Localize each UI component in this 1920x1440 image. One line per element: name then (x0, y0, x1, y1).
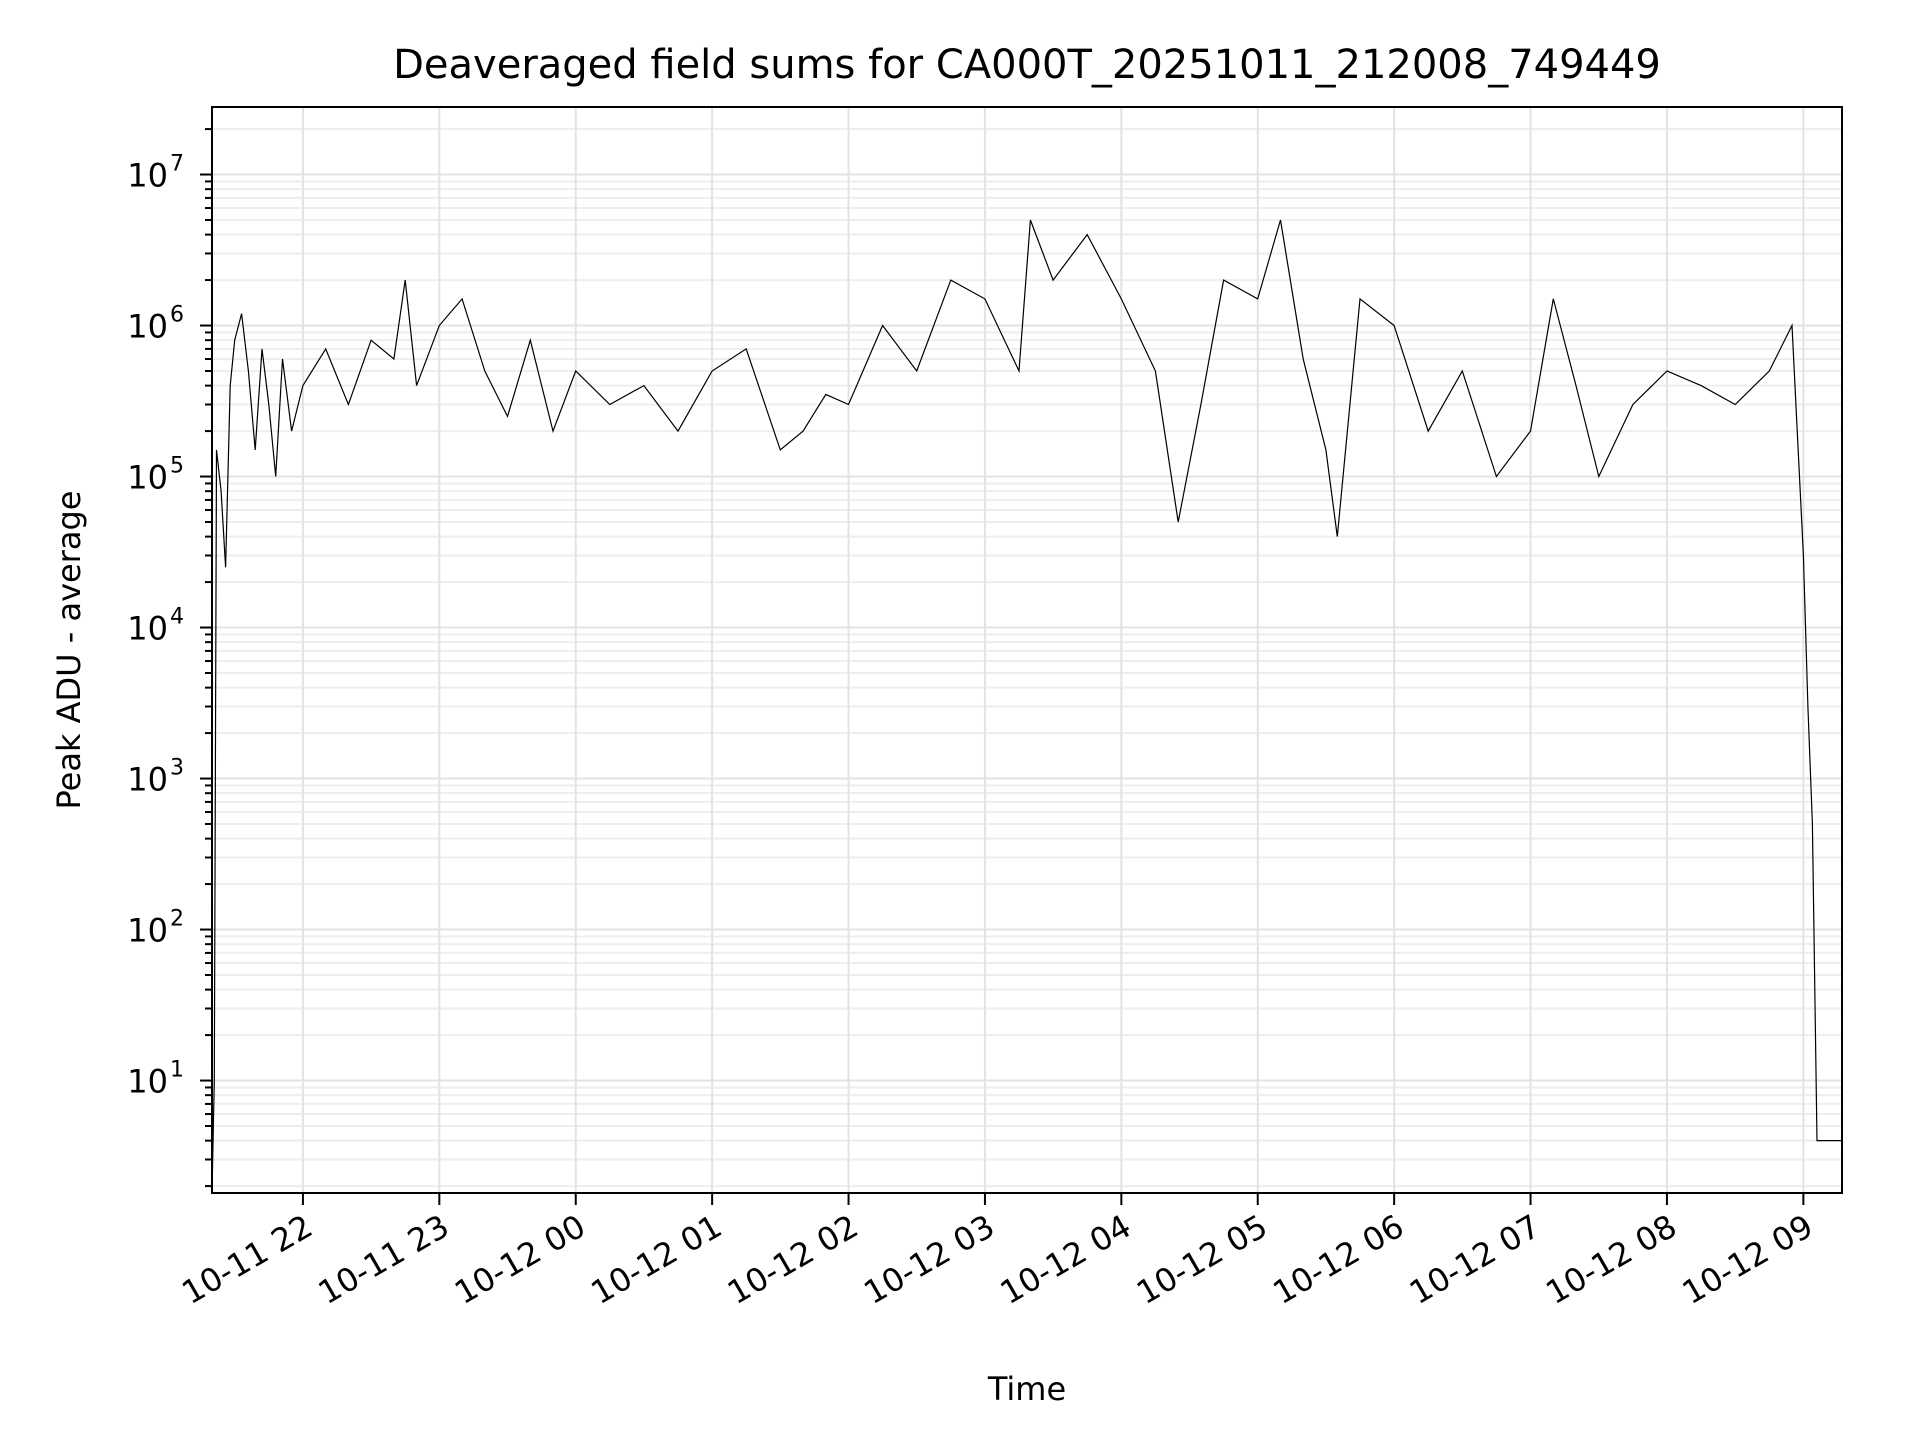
y-tick-label: 10 (127, 1063, 168, 1101)
x-axis-label: Time (987, 1370, 1066, 1408)
y-tick-label: 10 (127, 610, 168, 648)
y-tick-label-exponent: 2 (170, 907, 184, 932)
y-tick-label-exponent: 6 (170, 303, 184, 328)
y-tick-label-exponent: 5 (170, 454, 184, 479)
y-tick-label: 10 (127, 459, 168, 497)
y-tick-label: 10 (127, 157, 168, 195)
y-tick-label: 10 (127, 912, 168, 950)
y-tick-label-exponent: 7 (170, 152, 184, 177)
y-tick-label-exponent: 3 (170, 756, 184, 781)
y-tick-label: 10 (127, 308, 168, 346)
y-axis-label: Peak ADU - average (50, 491, 88, 810)
y-tick-label-exponent: 1 (170, 1058, 184, 1083)
minor-grid (212, 128, 1842, 1188)
y-tick-label-exponent: 4 (170, 605, 184, 630)
series-line (211, 219, 1842, 1194)
chart-title: Deaveraged field sums for CA000T_2025101… (393, 42, 1661, 88)
series-layer (211, 219, 1842, 1194)
major-grid (212, 107, 1842, 1193)
y-tick-label: 10 (127, 761, 168, 799)
